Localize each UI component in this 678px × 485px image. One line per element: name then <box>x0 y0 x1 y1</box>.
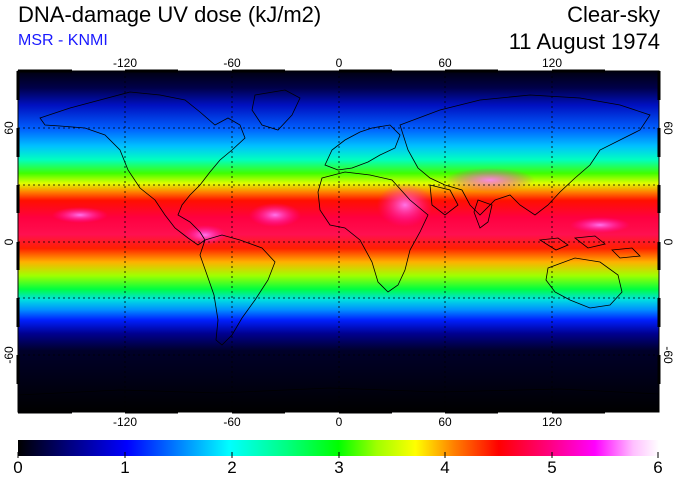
lat-label-left: -60 <box>2 346 16 364</box>
colorbar-label: 5 <box>547 458 557 477</box>
colorbar-ticks <box>17 452 659 458</box>
lat-label-right: 60 <box>661 121 675 135</box>
colorbar-label: 4 <box>440 458 450 477</box>
lon-label-top: 120 <box>542 56 562 70</box>
colorbar-label: 2 <box>227 458 237 477</box>
colorbar-label: 0 <box>13 458 23 477</box>
lon-label-bottom: 120 <box>542 415 562 429</box>
lat-label-left: 60 <box>2 121 16 135</box>
coastlines <box>18 89 659 396</box>
lon-label-top: -60 <box>223 56 241 70</box>
lon-label-bottom: -60 <box>223 415 241 429</box>
date-label: 11 August 1974 <box>508 29 660 54</box>
lon-label-bottom: -120 <box>113 415 137 429</box>
lat-label-right: -60 <box>661 346 675 364</box>
uv-hotspots <box>52 168 630 245</box>
lon-label-top: -120 <box>113 56 137 70</box>
lon-label-bottom: 60 <box>438 415 452 429</box>
colorbar-label: 6 <box>653 458 663 477</box>
graticule <box>18 71 659 412</box>
colorbar-label: 1 <box>120 458 130 477</box>
lat-label-right: 0 <box>661 239 675 246</box>
lon-label-top: 0 <box>336 56 343 70</box>
colorbar-label: 3 <box>334 458 344 477</box>
map-frame <box>16 69 661 414</box>
source-label: MSR - KNMI <box>18 32 108 49</box>
map-title: DNA-damage UV dose (kJ/m2) <box>18 2 322 27</box>
lon-label-top: 60 <box>438 56 452 70</box>
colorbar <box>18 440 659 456</box>
lat-label-left: 0 <box>2 238 16 245</box>
lon-label-bottom: 0 <box>336 415 343 429</box>
sky-condition-label: Clear-sky <box>567 2 660 27</box>
